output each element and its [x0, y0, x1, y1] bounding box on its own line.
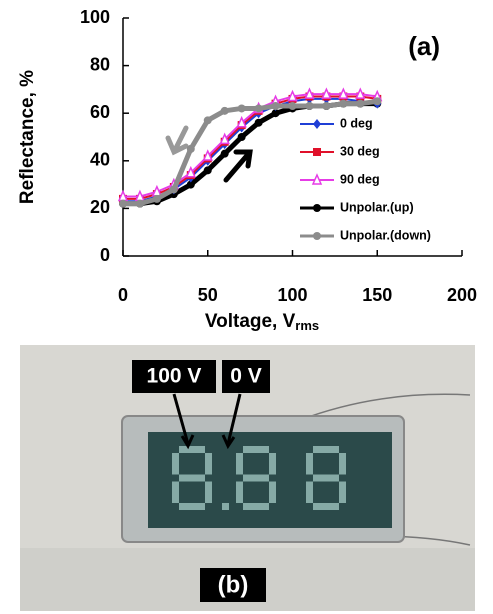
x-tick-label: 150	[362, 285, 392, 305]
marker	[151, 184, 163, 197]
marker	[322, 102, 331, 111]
segment	[243, 446, 269, 453]
marker	[134, 189, 146, 202]
marker	[219, 132, 230, 145]
marker	[287, 89, 298, 102]
label-box	[132, 360, 216, 393]
label-arrowheads	[180, 434, 236, 450]
segment	[269, 453, 276, 475]
segment	[313, 503, 339, 510]
y-tick-label: 60	[90, 102, 110, 122]
photo: 100 V 0 V (b)	[20, 345, 475, 611]
marker	[304, 87, 315, 99]
marker	[305, 102, 314, 111]
segment	[236, 481, 243, 503]
marker	[254, 104, 263, 113]
x-axis-label-subscript: rms	[295, 318, 319, 333]
x-tick-label: 200	[447, 285, 477, 305]
segment	[179, 474, 205, 482]
arrow-up	[223, 149, 253, 183]
marker	[313, 148, 321, 156]
marker	[338, 87, 349, 99]
segment	[243, 503, 269, 510]
marker	[313, 204, 321, 212]
photo-caption: (b)	[218, 571, 249, 598]
y-tick-label: 40	[90, 150, 110, 170]
marker	[288, 102, 297, 111]
series-line	[123, 93, 378, 198]
legend-label: Unpolar.(up)	[340, 200, 414, 214]
marker	[321, 87, 332, 99]
marker	[254, 118, 263, 127]
segment	[179, 503, 205, 510]
segment	[306, 453, 313, 475]
digits	[172, 446, 346, 510]
marker	[236, 115, 247, 128]
x-tick-label: 0	[118, 285, 128, 305]
label-arrows	[172, 393, 242, 445]
y-tick-label: 20	[90, 197, 110, 217]
marker	[313, 119, 321, 129]
legend-label: 0 deg	[340, 116, 373, 130]
marker	[356, 99, 365, 108]
y-tick-label: 100	[80, 7, 110, 27]
marker	[169, 185, 178, 194]
segment	[179, 446, 205, 453]
label-box	[222, 360, 270, 393]
marker	[271, 102, 280, 111]
segment	[236, 453, 243, 475]
marker	[119, 199, 127, 208]
arrow-down	[165, 125, 189, 156]
segment	[313, 446, 339, 453]
marker	[186, 144, 195, 153]
marker	[313, 232, 321, 240]
marker	[355, 87, 366, 99]
series-line	[123, 98, 378, 207]
segment	[269, 481, 276, 503]
marker	[220, 149, 229, 158]
legend-label: 30 deg	[340, 144, 380, 158]
segment	[172, 481, 179, 503]
legend-label: 90 deg	[340, 172, 380, 186]
y-axis-label: Reflectance, %	[17, 70, 38, 204]
marker	[373, 97, 382, 106]
panel-label: (a)	[408, 31, 440, 61]
segment	[205, 481, 212, 503]
legend-label: Unpolar.(down)	[340, 228, 431, 242]
segment	[339, 481, 346, 503]
marker	[311, 173, 323, 185]
segment	[205, 453, 212, 475]
series-line	[123, 95, 378, 200]
marker	[135, 199, 144, 208]
caption-box	[200, 568, 266, 602]
marker	[186, 180, 195, 189]
segment	[243, 474, 269, 482]
segment	[306, 481, 313, 503]
segment	[313, 474, 339, 482]
x-axis-label: Voltage, Vrms	[205, 311, 319, 333]
marker	[271, 109, 280, 118]
marker	[202, 149, 213, 161]
segment	[339, 453, 346, 475]
x-tick-label: 50	[198, 285, 218, 305]
y-tick-label: 0	[100, 245, 110, 265]
marker	[117, 189, 129, 202]
decimal-point	[222, 503, 229, 510]
marker	[152, 194, 161, 203]
marker	[220, 106, 229, 115]
marker	[237, 104, 246, 113]
y-tick-label: 80	[90, 54, 110, 74]
photo-label: 100 V	[147, 365, 202, 388]
x-tick-label: 100	[277, 285, 307, 305]
marker	[237, 133, 246, 141]
marker	[203, 116, 212, 125]
segment	[172, 453, 179, 475]
photo-label: 0 V	[230, 365, 262, 388]
marker	[339, 99, 348, 108]
x-axis-label-text: Voltage, V	[205, 311, 296, 332]
marker	[203, 166, 212, 175]
marker	[185, 165, 196, 178]
